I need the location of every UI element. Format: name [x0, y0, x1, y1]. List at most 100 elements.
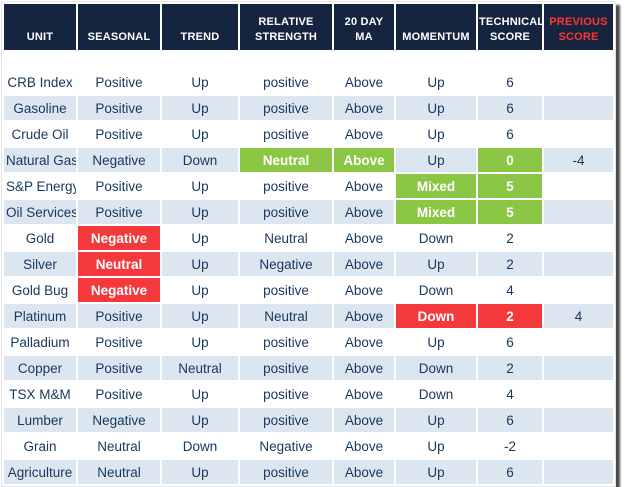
- table-cell: Neutral: [240, 226, 332, 250]
- table-cell: Above: [334, 70, 394, 94]
- table-cell: Above: [334, 304, 394, 328]
- table-cell: Above: [334, 122, 394, 146]
- table-cell: Up: [162, 174, 238, 198]
- table-cell: Neutral: [78, 252, 160, 276]
- column-header-momentum: MOMENTUM: [396, 4, 476, 50]
- table-cell: [544, 330, 613, 354]
- table-cell: [544, 174, 613, 198]
- table-cell: Above: [334, 96, 394, 120]
- column-header-unit: UNIT: [4, 4, 76, 50]
- table-row: Palladium Positive Up positive Above Up 6: [4, 330, 613, 354]
- unit-cell: Crude Oil: [4, 122, 76, 146]
- table-cell: [544, 460, 613, 484]
- spacer-cell: [544, 52, 613, 68]
- table-row: CRB Index Positive Up positive Above Up 6: [4, 70, 613, 94]
- spacer-cell: [162, 52, 238, 68]
- table-cell: Up: [162, 96, 238, 120]
- table-cell: Above: [334, 226, 394, 250]
- table-cell: [544, 434, 613, 458]
- table-cell: positive: [240, 330, 332, 354]
- table-cell: Up: [396, 330, 476, 354]
- spacer-cell: [478, 52, 542, 68]
- unit-cell: CRB Index: [4, 70, 76, 94]
- table-cell: [544, 200, 613, 224]
- column-header-technical-score: TECHNICAL SCORE: [478, 4, 544, 50]
- table-cell: Above: [334, 148, 394, 172]
- table-cell: 6: [478, 70, 542, 94]
- table-cell: Up: [396, 148, 476, 172]
- table-cell: 6: [478, 122, 542, 146]
- table-cell: Neutral: [78, 460, 160, 484]
- column-header-20-day-ma: 20 DAY MA: [334, 4, 394, 50]
- table-row: Gold Bug Negative Up positive Above Down 4: [4, 278, 613, 302]
- table-cell: 0: [478, 148, 542, 172]
- table-cell: 6: [478, 460, 542, 484]
- table-cell: Positive: [78, 96, 160, 120]
- table-cell: Above: [334, 278, 394, 302]
- table-cell: Down: [162, 434, 238, 458]
- table-cell: Up: [396, 252, 476, 276]
- column-header-relative-strength: RELATIVE STRENGTH: [240, 4, 332, 50]
- table-cell: Positive: [78, 70, 160, 94]
- table-cell: Up: [396, 70, 476, 94]
- table-cell: 4: [544, 304, 613, 328]
- unit-cell: Gold: [4, 226, 76, 250]
- spacer-cell: [240, 52, 332, 68]
- spacer-cell: [396, 52, 476, 68]
- table-cell: Mixed: [396, 200, 476, 224]
- unit-cell: Platinum: [4, 304, 76, 328]
- table-cell: 2: [478, 356, 542, 380]
- table-cell: Up: [162, 122, 238, 146]
- spacer-cell: [4, 52, 76, 68]
- table-cell: Above: [334, 252, 394, 276]
- table-cell: Neutral: [162, 356, 238, 380]
- table-cell: positive: [240, 408, 332, 432]
- table-cell: Positive: [78, 382, 160, 406]
- table-cell: Down: [396, 278, 476, 302]
- table-cell: Negative: [78, 278, 160, 302]
- table-cell: positive: [240, 122, 332, 146]
- table-cell: 2: [478, 226, 542, 250]
- table-cell: 5: [478, 174, 542, 198]
- table-cell: positive: [240, 200, 332, 224]
- table-cell: 5: [478, 200, 542, 224]
- table-cell: Positive: [78, 304, 160, 328]
- table-cell: Positive: [78, 200, 160, 224]
- column-header-seasonal: SEASONAL: [78, 4, 160, 50]
- table-cell: positive: [240, 278, 332, 302]
- table-cell: Down: [396, 304, 476, 328]
- table-cell: Negative: [78, 148, 160, 172]
- table-header: UNIT SEASONAL TREND RELATIVE STRENGTH 20…: [4, 4, 613, 50]
- table-cell: 4: [478, 278, 542, 302]
- unit-cell: Grain: [4, 434, 76, 458]
- table-cell: Negative: [78, 408, 160, 432]
- table-cell: [544, 70, 613, 94]
- table-row: Oil Services Positive Up positive Above Mixed…: [4, 200, 613, 224]
- table-cell: positive: [240, 460, 332, 484]
- table-cell: Above: [334, 330, 394, 354]
- table-row: Crude Oil Positive Up positive Above Up 6: [4, 122, 613, 146]
- table-cell: Above: [334, 200, 394, 224]
- table-cell: [544, 226, 613, 250]
- table-cell: 2: [478, 252, 542, 276]
- table-cell: Up: [162, 200, 238, 224]
- table-row: Gasoline Positive Up positive Above Up 6: [4, 96, 613, 120]
- table-cell: positive: [240, 96, 332, 120]
- table-cell: Negative: [240, 252, 332, 276]
- table-cell: Up: [396, 408, 476, 432]
- table-row: Lumber Negative Up positive Above Up 6: [4, 408, 613, 432]
- table-cell: Above: [334, 434, 394, 458]
- table-cell: 4: [478, 382, 542, 406]
- table-cell: 6: [478, 408, 542, 432]
- table-cell: Up: [162, 330, 238, 354]
- table-cell: Up: [162, 226, 238, 250]
- table-cell: positive: [240, 356, 332, 380]
- table-row: Gold Negative Up Neutral Above Down 2: [4, 226, 613, 250]
- table-cell: Above: [334, 382, 394, 406]
- spacer-cell: [78, 52, 160, 68]
- table-cell: Negative: [240, 434, 332, 458]
- table-row: TSX M&M Positive Up positive Above Down 4: [4, 382, 613, 406]
- table-cell: Up: [396, 96, 476, 120]
- table-cell: positive: [240, 382, 332, 406]
- table-row: Platinum Positive Up Neutral Above Down 2 4: [4, 304, 613, 328]
